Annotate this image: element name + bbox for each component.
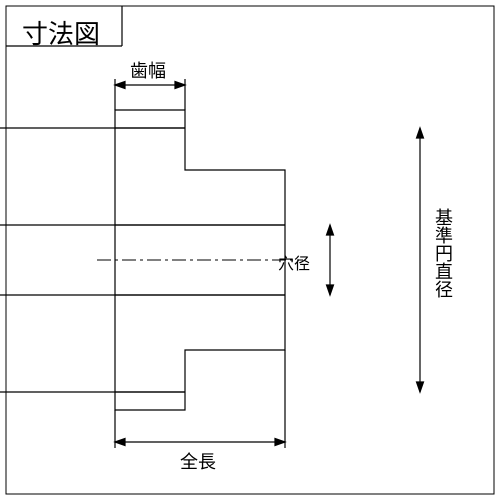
drawing-svg bbox=[0, 0, 500, 500]
dimension-drawing: 寸法図 歯幅 全長 穴径 基準円直径 bbox=[0, 0, 500, 500]
